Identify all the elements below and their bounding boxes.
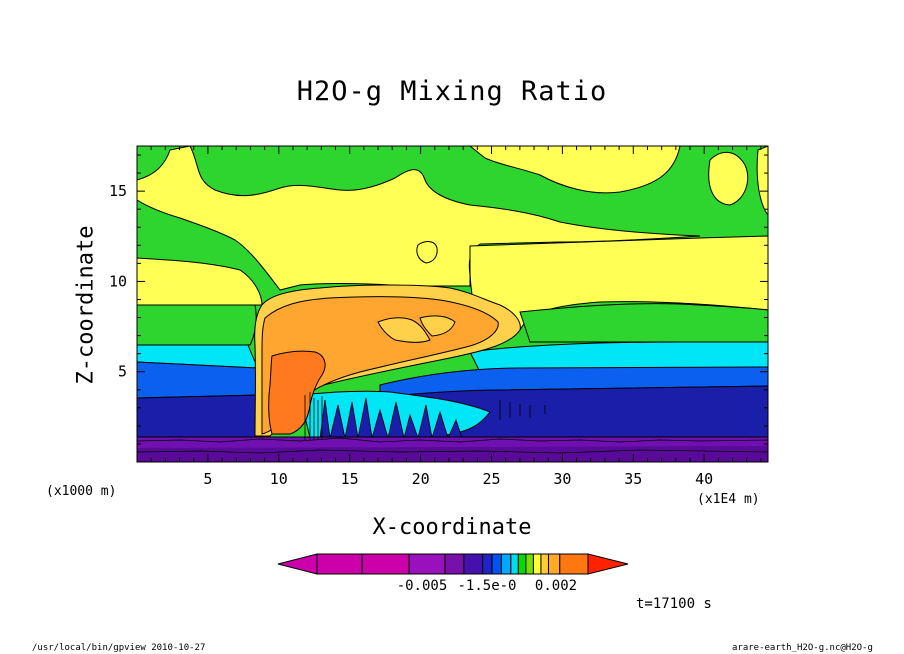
chart-title: H2O-g Mixing Ratio (296, 76, 608, 107)
colorbar-segment (316, 553, 363, 575)
contour-band-yellow-left-mid (137, 257, 263, 306)
x-axis-unit: (x1E4 m) (697, 492, 760, 507)
footer-command: /usr/local/bin/gpview 2010-10-27 (32, 643, 206, 653)
y-tick-label: 5 (118, 363, 127, 381)
colorbar-segment (482, 553, 493, 575)
colorbar-segment (532, 553, 542, 575)
contour-lines-convective (304, 392, 546, 440)
contour-band-yellow-small (416, 241, 438, 264)
contour-band-yellow-top-right-2 (708, 151, 749, 206)
x-tick-label: 10 (270, 470, 288, 488)
contour-band-yellow-upper-left (137, 146, 701, 291)
contour-band-blue-left (137, 361, 263, 399)
contour-band-yellow-top-right (469, 146, 681, 194)
colorbar-segment (510, 553, 519, 575)
colorbar-label: 0.002 (535, 578, 577, 594)
colorbar-segment (463, 553, 484, 575)
colorbar-segment (559, 553, 589, 575)
contour-band-green-mid (137, 304, 257, 346)
x-tick-label: 15 (341, 470, 359, 488)
x-tick-label: 25 (482, 470, 500, 488)
colorbar-segment (517, 553, 527, 575)
axes: 5 10 15 20 25 30 35 40 5 10 15 (109, 146, 768, 488)
colorbar-arrow-high (587, 553, 629, 575)
contour-band-cyan-right (469, 341, 768, 373)
colorbar-segment (491, 553, 502, 575)
x-tick-label: 5 (203, 470, 212, 488)
contour-band-blue-spikes (319, 397, 463, 440)
footer-source: arare-earth_H2O-g.nc@H2O-g (732, 643, 873, 653)
colorbar-label: -0.005 (397, 578, 448, 594)
colorbar-segment (540, 553, 549, 575)
y-axis-title: Z-coordinate (73, 225, 99, 385)
x-tick-label: 30 (553, 470, 571, 488)
y-tick-label: 10 (109, 272, 127, 290)
colorbar-segment (408, 553, 446, 575)
colorbar-segment (361, 553, 410, 575)
time-label: t=17100 s (636, 596, 712, 612)
colorbar-segment (444, 553, 465, 575)
y-tick-label: 15 (109, 182, 127, 200)
y-axis-unit: (x1000 m) (46, 484, 117, 499)
colorbar-segment (525, 553, 534, 575)
x-tick-label: 20 (412, 470, 430, 488)
x-tick-label: 35 (624, 470, 642, 488)
x-axis-title: X-coordinate (372, 515, 532, 540)
colorbar-segment (547, 553, 561, 575)
plot-area (137, 146, 768, 462)
contour-band-lowest-dark (137, 446, 768, 462)
colorbar-label: -1.5e-0 (457, 578, 516, 594)
plot-frame (136, 145, 769, 463)
colorbar-arrow-low (277, 553, 318, 575)
colorbar-segment (500, 553, 512, 575)
colorbar: -0.005 -1.5e-0 0.002 (277, 553, 629, 594)
x-tick-label: 40 (695, 470, 713, 488)
contour-band-green-mid-right (519, 303, 768, 343)
contour-lines-surface (137, 437, 768, 454)
contour-band-light-orange-inner (377, 315, 456, 343)
